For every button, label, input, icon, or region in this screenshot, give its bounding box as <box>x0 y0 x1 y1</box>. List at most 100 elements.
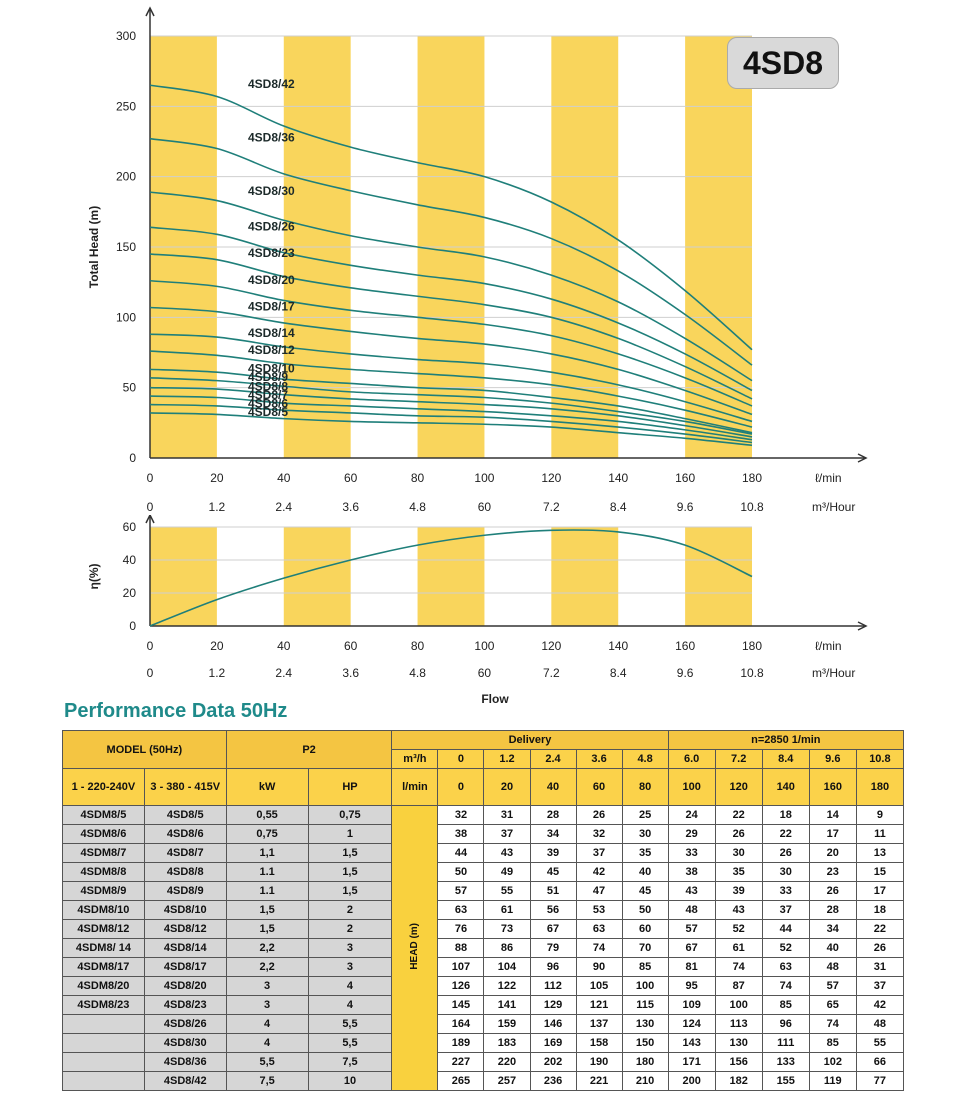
head-value: 111 <box>761 1033 810 1053</box>
model-3ph: 4SD8/12 <box>143 919 227 939</box>
head-value: 129 <box>529 995 577 1015</box>
head-value: 26 <box>808 881 857 901</box>
m3h-value: 7.2 <box>714 749 763 769</box>
x2-tick-label: 2.4 <box>275 500 292 514</box>
model-3ph: 4SD8/14 <box>143 938 227 958</box>
head-value: 48 <box>667 900 716 920</box>
x-tick-label: 140 <box>608 471 628 485</box>
curve-4sd8-8 <box>149 386 753 438</box>
y-tick-label: 40 <box>123 553 137 567</box>
head-value: 73 <box>483 919 531 939</box>
model-1ph: 4SDM8/20 <box>62 976 145 996</box>
x-tick-label: 60 <box>344 471 358 485</box>
head-value: 34 <box>529 824 577 844</box>
lmin-value: 0 <box>437 768 485 806</box>
head-value: 121 <box>575 995 623 1015</box>
head-value: 22 <box>761 824 810 844</box>
x2-tick-label: 1.2 <box>209 666 226 680</box>
header-1ph: 1 - 220-240V <box>62 768 145 806</box>
header-kw: kW <box>225 768 309 806</box>
head-value: 130 <box>714 1033 763 1053</box>
band <box>551 527 619 626</box>
head-value: 61 <box>714 938 763 958</box>
head-value: 85 <box>621 957 669 977</box>
curve-4sd8-26 <box>149 226 753 392</box>
head-value: 156 <box>714 1052 763 1072</box>
header-lmin: l/min <box>391 768 439 806</box>
curve-4sd8-42 <box>149 84 753 351</box>
y-axis-arrow <box>145 6 155 17</box>
curve-4sd8-12 <box>149 350 753 428</box>
head-value: 55 <box>855 1033 905 1053</box>
curve-4sd8-36 <box>149 137 753 366</box>
curve-4sd8-10 <box>149 368 753 434</box>
x2-tick-label: 4.8 <box>409 500 426 514</box>
head-value: 158 <box>575 1033 623 1053</box>
x2-tick-label: 7.2 <box>543 666 560 680</box>
head-value: 17 <box>855 881 905 901</box>
m3h-value: 1.2 <box>483 749 531 769</box>
x-tick-label: 20 <box>210 471 224 485</box>
head-value: 70 <box>621 938 669 958</box>
power-hp: 1 <box>307 824 393 844</box>
x2-tick-label: 4.8 <box>409 666 426 680</box>
table-row: 4SD8/26 4 5,5 164 159 146 137 130 124 113 96 74 48 <box>62 1014 905 1034</box>
m3h-value: 3.6 <box>575 749 623 769</box>
head-value: 32 <box>437 805 485 825</box>
curve-label: 4SD8/9 <box>248 370 288 384</box>
model-3ph: 4SD8/20 <box>143 976 227 996</box>
head-value: 112 <box>529 976 577 996</box>
table-row: 4SDM8/12 4SD8/12 1,5 2 76 73 67 63 60 57 52 44 34 22 <box>62 919 905 939</box>
power-hp: 3 <box>307 938 393 958</box>
head-value: 96 <box>761 1014 810 1034</box>
table-row: 4SDM8/ 14 4SD8/14 2,2 3 88 86 79 74 70 67 61 52 40 26 <box>62 938 905 958</box>
head-value: 182 <box>714 1071 763 1091</box>
head-value: 122 <box>483 976 531 996</box>
model-1ph <box>62 1033 145 1053</box>
x-unit-label: ℓ/min <box>815 639 842 653</box>
head-value: 159 <box>483 1014 531 1034</box>
model-3ph: 4SD8/7 <box>143 843 227 863</box>
power-kw: 7,5 <box>225 1071 309 1091</box>
head-label-text: HEAD (m) <box>409 923 421 970</box>
head-value: 227 <box>437 1052 485 1072</box>
x2-tick-label: 8.4 <box>610 500 627 514</box>
model-1ph: 4SDM8/10 <box>62 900 145 920</box>
curve-label: 4SD8/36 <box>248 131 295 145</box>
table-row: 4SDM8/23 4SD8/23 3 4 145 141 129 121 115 109 100 85… <box>62 995 905 1015</box>
model-3ph: 4SD8/17 <box>143 957 227 977</box>
power-hp: 3 <box>307 957 393 977</box>
head-value: 26 <box>855 938 905 958</box>
head-value: 48 <box>855 1014 905 1034</box>
m3h-value: 6.0 <box>667 749 716 769</box>
head-value: 100 <box>714 995 763 1015</box>
power-kw: 3 <box>225 995 309 1015</box>
head-value: 53 <box>575 900 623 920</box>
head-value: 202 <box>529 1052 577 1072</box>
header-3ph: 3 - 380 - 415V <box>143 768 227 806</box>
head-value: 105 <box>575 976 623 996</box>
power-hp: 1,5 <box>307 862 393 882</box>
x2-unit-label: m³/Hour <box>812 666 855 680</box>
head-value: 169 <box>529 1033 577 1053</box>
head-value: 150 <box>621 1033 669 1053</box>
lmin-value: 80 <box>621 768 669 806</box>
x-unit-label: ℓ/min <box>815 471 842 485</box>
x-tick-label: 0 <box>147 639 154 653</box>
head-value: 61 <box>483 900 531 920</box>
model-1ph: 4SDM8/7 <box>62 843 145 863</box>
head-value: 34 <box>808 919 857 939</box>
head-value: 145 <box>437 995 485 1015</box>
head-value: 47 <box>575 881 623 901</box>
head-value: 146 <box>529 1014 577 1034</box>
y-tick-label: 50 <box>123 381 137 395</box>
power-kw: 1.1 <box>225 862 309 882</box>
curve-4sd8-7 <box>149 395 753 441</box>
x-tick-label: 100 <box>474 471 494 485</box>
y-tick-label: 200 <box>116 170 136 184</box>
power-hp: 7,5 <box>307 1052 393 1072</box>
head-value: 130 <box>621 1014 669 1034</box>
model-1ph <box>62 1014 145 1034</box>
head-value: 25 <box>621 805 669 825</box>
x2-tick-label: 9.6 <box>677 666 694 680</box>
